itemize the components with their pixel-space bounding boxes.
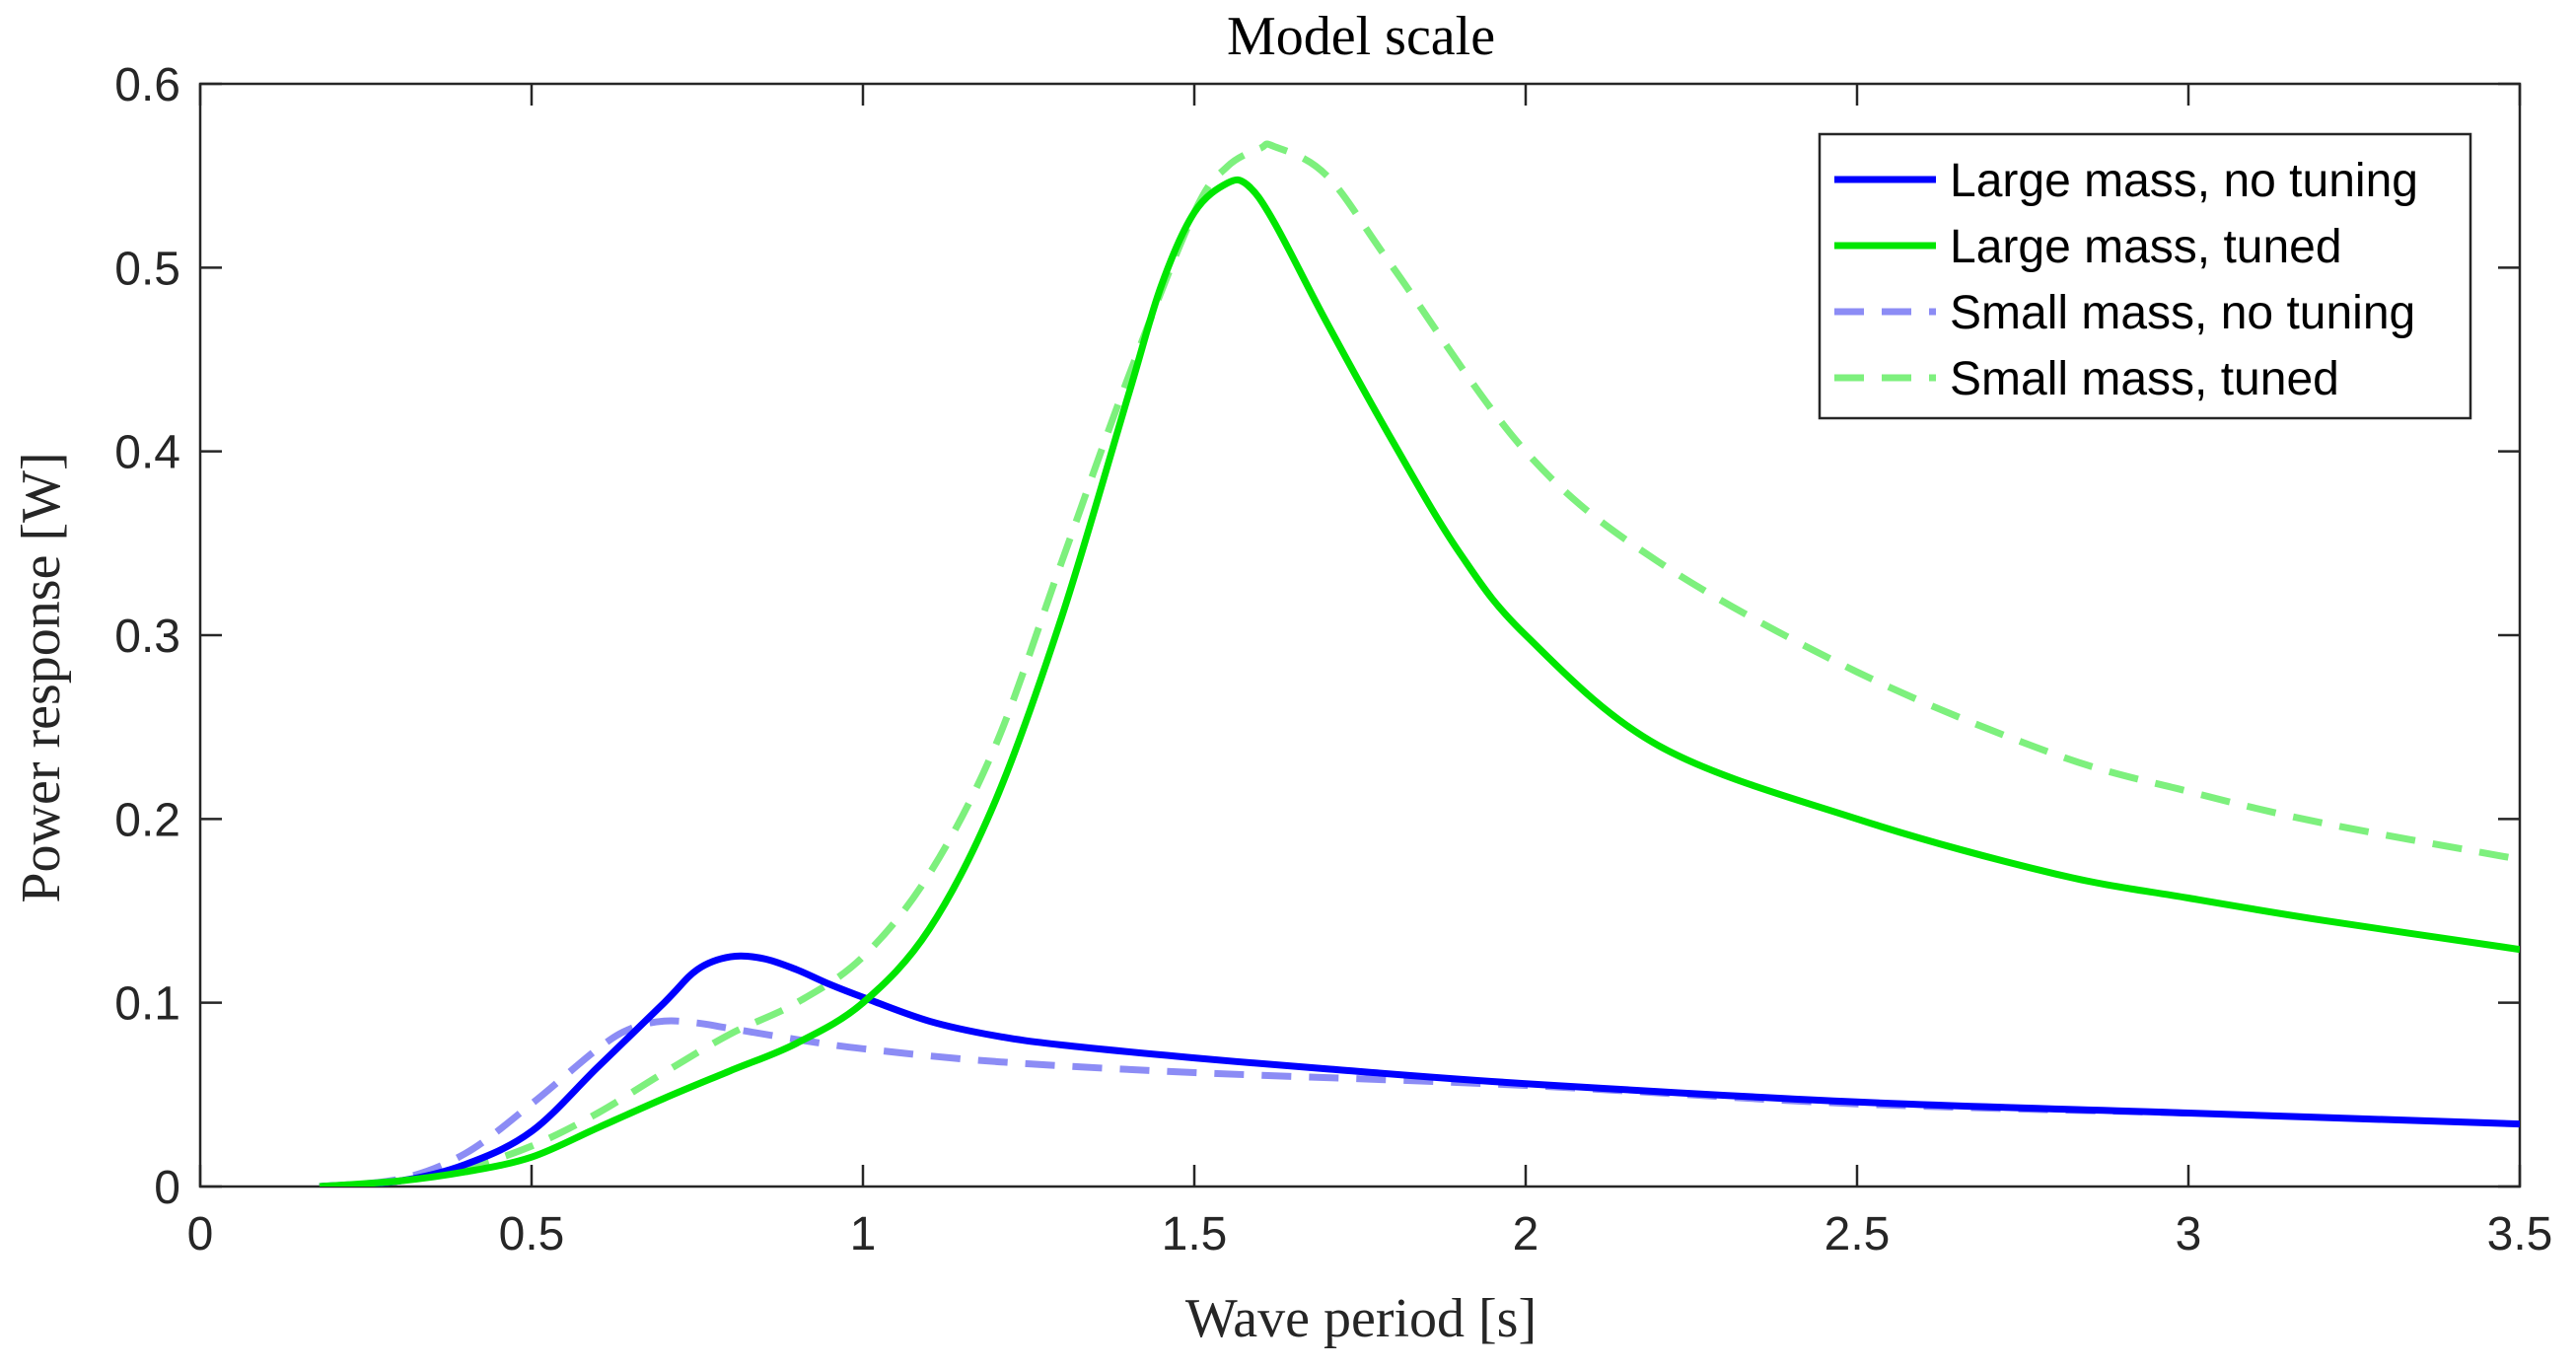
x-axis-title: Wave period [s] xyxy=(1185,1288,1537,1349)
x-tick-label: 3 xyxy=(2176,1208,2202,1260)
y-tick-label: 0.3 xyxy=(114,611,180,663)
x-tick-label: 2.5 xyxy=(1825,1208,1891,1260)
legend: Large mass, no tuning Large mass, tuned Sm… xyxy=(1818,132,2472,420)
x-tick-label: 1.5 xyxy=(1162,1208,1228,1260)
y-tick-label: 0.1 xyxy=(114,978,180,1031)
legend-label: Small mass, no tuning xyxy=(1950,287,2415,339)
series-group xyxy=(319,140,2520,1187)
legend-label: Small mass, tuned xyxy=(1950,353,2339,405)
series-line-large-mass-no-tuning xyxy=(319,952,2520,1187)
y-tick-label: 0.5 xyxy=(114,243,180,295)
legend-label: Large mass, no tuning xyxy=(1950,155,2418,207)
plot-area: 0 0.5 1 1.5 2 2.5 3 3.5 0 0.1 0.2 0.3 0.4 0.5 0.6 xyxy=(114,59,2552,1260)
x-tick-label: 0 xyxy=(187,1208,214,1260)
y-axis-title: Power response [W] xyxy=(11,452,72,902)
chart-title: Model scale xyxy=(1227,6,1495,67)
x-tick-label: 0.5 xyxy=(499,1208,565,1260)
x-tick-label: 2 xyxy=(1513,1208,1539,1260)
y-tick-label: 0.2 xyxy=(114,794,180,846)
series-line-large-mass-tuned xyxy=(319,176,2520,1187)
y-tick-label: 0 xyxy=(154,1162,180,1214)
x-tick-label: 3.5 xyxy=(2487,1208,2553,1260)
y-tick-label: 0.4 xyxy=(114,427,180,479)
x-tick-label: 1 xyxy=(850,1208,877,1260)
y-tick-label: 0.6 xyxy=(114,59,180,111)
legend-label: Large mass, tuned xyxy=(1950,221,2342,273)
